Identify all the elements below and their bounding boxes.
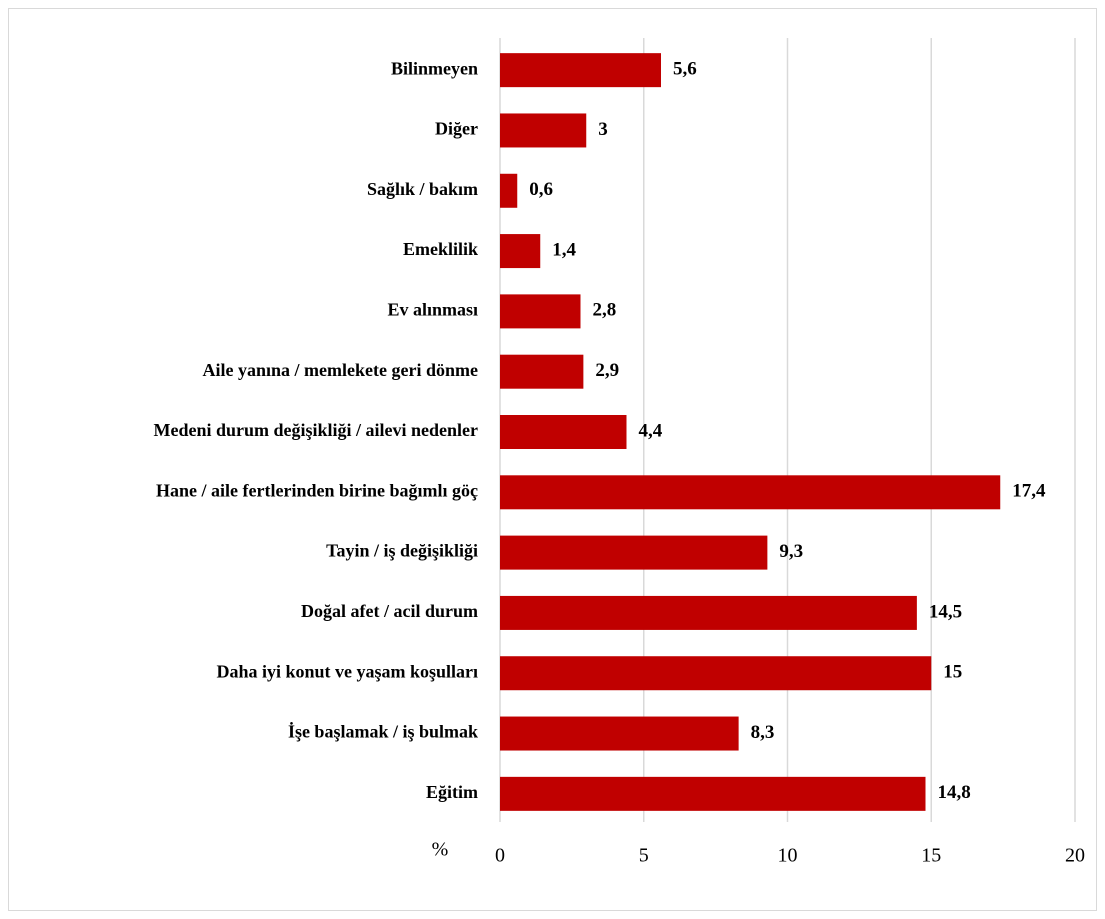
bar [500, 716, 739, 751]
x-tick-label: 5 [639, 845, 649, 867]
bar [500, 113, 587, 148]
bar [500, 776, 926, 811]
bar [500, 415, 627, 449]
category-label: Hane / aile fertlerinden birine bağımlı … [156, 480, 478, 500]
value-label: 9,3 [779, 541, 803, 562]
bar [500, 656, 932, 691]
bar [500, 354, 584, 389]
value-label: 4,4 [639, 420, 663, 441]
value-label: 2,9 [595, 360, 619, 381]
value-label: 14,8 [938, 782, 971, 803]
value-label: 0,6 [529, 179, 553, 200]
category-label: Eğitim [426, 782, 478, 802]
x-tick-label: 20 [1065, 845, 1085, 867]
bar [500, 234, 541, 269]
bar [500, 595, 917, 630]
value-label: 15 [943, 662, 962, 683]
value-label: 8,3 [751, 722, 775, 743]
category-label: Sağlık / bakım [367, 179, 478, 199]
value-label: 1,4 [552, 239, 576, 260]
category-label: Aile yanına / memlekete geri dönme [203, 360, 478, 380]
bar [500, 173, 518, 208]
value-label: 2,8 [593, 300, 617, 321]
x-tick-label: 0 [495, 845, 505, 867]
chart-border [8, 8, 1097, 911]
value-label: 14,5 [929, 601, 962, 622]
value-label: 3 [598, 119, 608, 140]
category-label: Doğal afet / acil durum [301, 601, 478, 621]
value-label: 5,6 [673, 59, 697, 80]
x-tick-label: 15 [921, 845, 941, 867]
bar [500, 294, 581, 329]
category-label: İşe başlamak / iş bulmak [288, 722, 478, 742]
x-tick-label: 10 [778, 845, 798, 867]
bar [500, 535, 768, 570]
category-label: Bilinmeyen [391, 58, 478, 78]
value-label: 17,4 [1012, 481, 1046, 502]
bar [500, 53, 661, 88]
category-label: Ev alınması [387, 300, 478, 320]
category-label: Diğer [435, 119, 478, 139]
category-label: Daha iyi konut ve yaşam koşulları [216, 661, 478, 681]
category-label: Medeni durum değişikliği / ailevi nedenl… [153, 420, 478, 440]
category-label: Tayin / iş değişikliği [326, 541, 478, 561]
category-label: Emeklilik [403, 239, 478, 259]
x-axis-label: % [432, 839, 449, 861]
bar [500, 475, 1001, 510]
